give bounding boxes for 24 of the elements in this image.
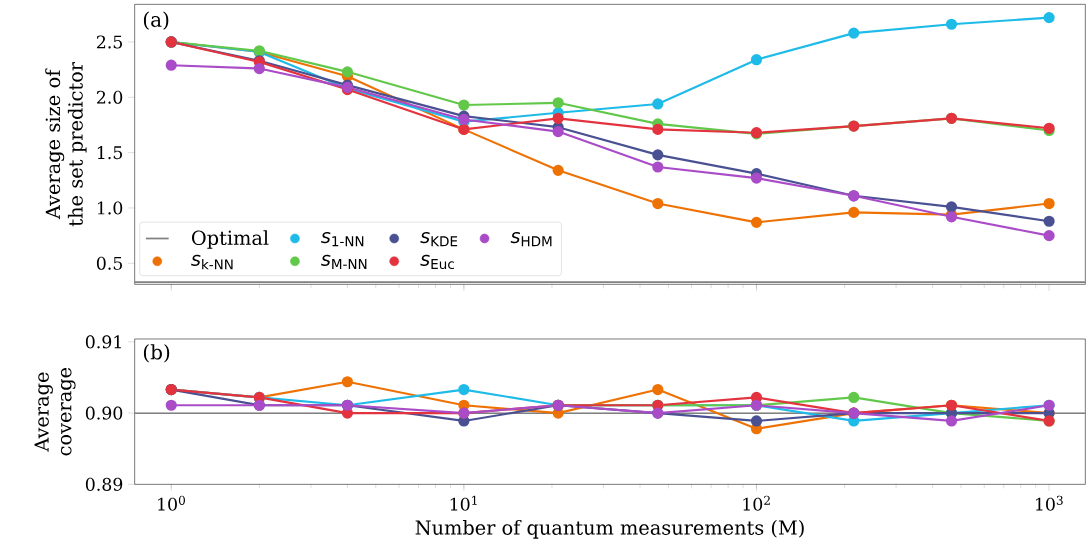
legend-label: s$_{Euc}$ [420, 254, 454, 270]
y-tick-label: 2.0 [96, 90, 123, 104]
y-tick-label: 1.5 [97, 146, 123, 160]
legend-label: s$_{M-NN}$ [321, 254, 367, 269]
y-tick-label: 0.5 [96, 256, 123, 270]
annotation: (a) [143, 11, 169, 30]
legend-label: s$_{KDE}$ [420, 232, 458, 247]
legend-label: s$_{HDM}$ [510, 232, 552, 247]
x-tick-label: 10$^{1}$ [450, 495, 477, 511]
legend-label: Optimal [191, 230, 269, 249]
annotation: (b) [143, 344, 170, 363]
y-axis-title: Average coverage [34, 367, 76, 456]
y-tick-label: 0.90 [85, 406, 123, 420]
legend-label: s$_{1-NN}$ [321, 232, 364, 247]
y-tick-label: 1.0 [97, 201, 123, 215]
legend-label: s$_{k-NN}$ [191, 254, 233, 270]
y-tick-label: 0.91 [85, 335, 121, 349]
x-tick-label: 10$^{0}$ [158, 495, 185, 511]
x-tick-label: 10$^{2}$ [743, 495, 770, 511]
y-tick-label: 2.5 [96, 35, 123, 49]
y-axis-title: Average size of the set predictor [45, 61, 87, 227]
x-axis-title: Number of quantum measurements (M) [415, 519, 804, 539]
y-tick-label: 0.89 [85, 477, 123, 491]
x-tick-label: 10$^{3}$ [1035, 495, 1063, 511]
